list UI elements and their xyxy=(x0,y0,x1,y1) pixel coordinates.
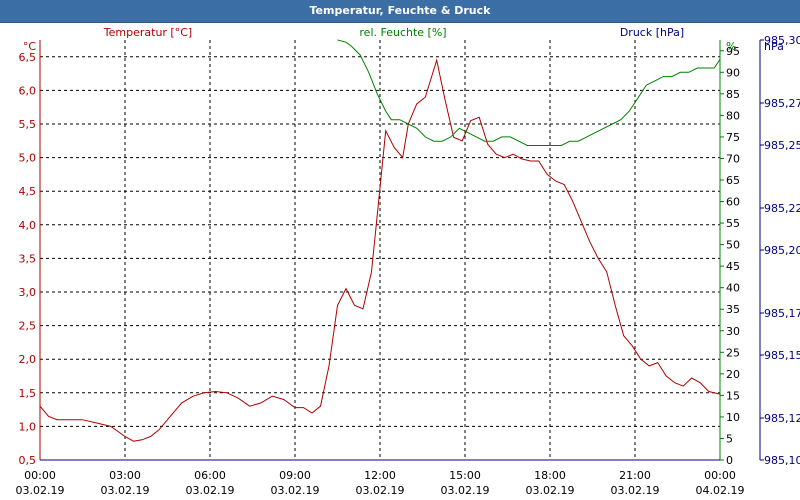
y-tick-humidity: 95 xyxy=(726,45,740,58)
y-tick-pressure: 985,12 xyxy=(764,412,800,425)
x-tick-date: 03.02.19 xyxy=(441,484,490,497)
x-tick-date: 03.02.19 xyxy=(186,484,235,497)
y-tick-temperature: 5,5 xyxy=(19,118,37,131)
y-tick-humidity: 40 xyxy=(726,282,740,295)
y-tick-pressure: 985,17 xyxy=(764,307,800,320)
y-tick-humidity: 25 xyxy=(726,346,740,359)
y-tick-humidity: 60 xyxy=(726,196,740,209)
series-line-temperature xyxy=(39,58,721,442)
x-tick-time: 12:00 xyxy=(364,469,396,482)
y-tick-pressure: 985,22 xyxy=(764,202,800,215)
y-unit-temperature: °C xyxy=(23,40,37,53)
y-unit-humidity: % xyxy=(726,40,736,53)
axis-title-temperature: Temperatur [°C] xyxy=(103,26,192,39)
y-tick-temperature: 6,0 xyxy=(19,84,37,97)
y-tick-humidity: 50 xyxy=(726,239,740,252)
y-tick-humidity: 85 xyxy=(726,88,740,101)
x-tick-date: 04.02.19 xyxy=(696,484,745,497)
y-tick-pressure: 985,25 xyxy=(764,139,800,152)
y-tick-temperature: 1,0 xyxy=(19,420,37,433)
y-tick-temperature: 6,5 xyxy=(19,51,37,64)
y-tick-humidity: 55 xyxy=(726,217,740,230)
y-tick-pressure: 985,10 xyxy=(764,454,800,467)
title-bar xyxy=(0,0,800,23)
y-tick-humidity: 65 xyxy=(726,174,740,187)
y-tick-pressure: 985,30 xyxy=(764,34,800,47)
axis-title-pressure: Druck [hPa] xyxy=(620,26,684,39)
y-tick-temperature: 2,0 xyxy=(19,353,37,366)
x-tick-time: 06:00 xyxy=(194,469,226,482)
x-tick-time: 00:00 xyxy=(704,469,736,482)
series-line-humidity xyxy=(337,39,721,146)
y-tick-pressure: 985,20 xyxy=(764,244,800,257)
y-tick-temperature: 2,5 xyxy=(19,320,37,333)
x-tick-date: 03.02.19 xyxy=(101,484,150,497)
x-tick-date: 03.02.19 xyxy=(271,484,320,497)
y-tick-humidity: 30 xyxy=(726,325,740,338)
y-tick-humidity: 10 xyxy=(726,411,740,424)
y-tick-pressure: 985,15 xyxy=(764,349,800,362)
y-tick-humidity: 75 xyxy=(726,131,740,144)
x-tick-date: 03.02.19 xyxy=(611,484,660,497)
y-tick-pressure: 985,27 xyxy=(764,97,800,110)
y-tick-temperature: 4,0 xyxy=(19,219,37,232)
y-tick-temperature: 3,0 xyxy=(19,286,37,299)
x-tick-time: 00:00 xyxy=(24,469,56,482)
y-tick-humidity: 45 xyxy=(726,260,740,273)
y-tick-temperature: 3,5 xyxy=(19,252,37,265)
x-tick-time: 21:00 xyxy=(619,469,651,482)
y-tick-temperature: 4,5 xyxy=(19,185,37,198)
y-tick-humidity: 90 xyxy=(726,66,740,79)
x-tick-time: 09:00 xyxy=(279,469,311,482)
y-tick-humidity: 0 xyxy=(726,454,733,467)
x-tick-time: 03:00 xyxy=(109,469,141,482)
chart-title: Temperatur, Feuchte & Druck xyxy=(309,4,491,17)
y-tick-temperature: 5,0 xyxy=(19,152,37,165)
y-tick-humidity: 80 xyxy=(726,109,740,122)
y-tick-temperature: 0,5 xyxy=(19,454,37,467)
x-tick-date: 03.02.19 xyxy=(356,484,405,497)
y-tick-humidity: 20 xyxy=(726,368,740,381)
y-tick-humidity: 15 xyxy=(726,389,740,402)
y-tick-humidity: 35 xyxy=(726,303,740,316)
y-tick-temperature: 1,5 xyxy=(19,387,37,400)
x-tick-time: 18:00 xyxy=(534,469,566,482)
y-unit-pressure: hPa xyxy=(764,40,784,53)
x-tick-date: 03.02.19 xyxy=(16,484,65,497)
x-tick-date: 03.02.19 xyxy=(526,484,575,497)
y-tick-humidity: 70 xyxy=(726,152,740,165)
axis-title-humidity: rel. Feuchte [%] xyxy=(359,26,446,39)
y-tick-humidity: 5 xyxy=(726,432,733,445)
x-tick-time: 15:00 xyxy=(449,469,481,482)
